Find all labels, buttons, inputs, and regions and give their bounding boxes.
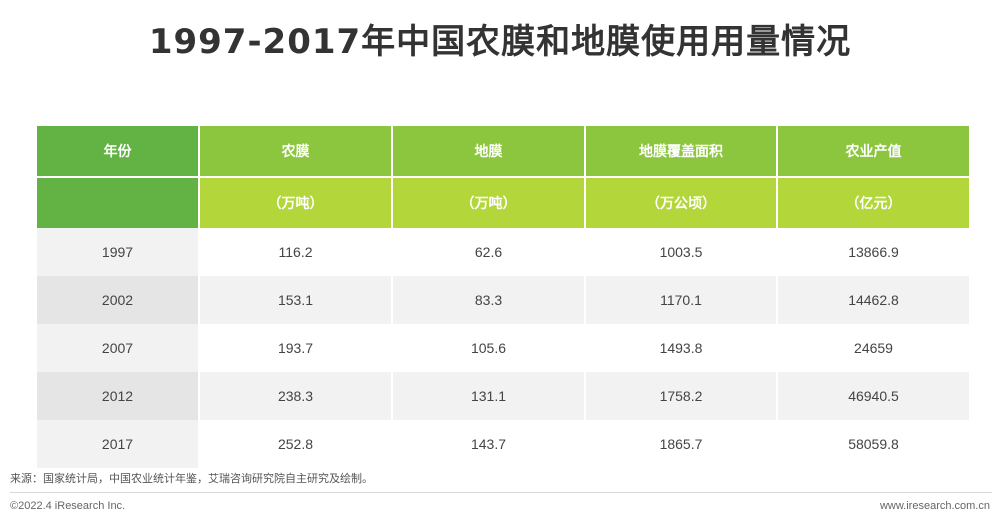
table-cell: 143.7 (392, 420, 586, 468)
table-header-row: 年份 农膜 地膜 地膜覆盖面积 农业产值 (37, 126, 969, 177)
table-cell: 131.1 (392, 372, 586, 420)
page-title: 1997-2017年中国农膜和地膜使用用量情况 (148, 22, 852, 62)
table-cell: 1758.2 (585, 372, 778, 420)
table-cell: 193.7 (199, 324, 393, 372)
column-header-agri-film: 农膜 (199, 126, 393, 177)
table-cell: 62.6 (392, 228, 586, 276)
table-cell: 1003.5 (585, 228, 778, 276)
column-header-agri-output: 农业产值 (777, 126, 969, 177)
table-cell: 83.3 (392, 276, 586, 324)
table-row: 2002 153.1 83.3 1170.1 14462.8 (37, 276, 969, 324)
column-header-year: 年份 (37, 126, 200, 177)
column-header-mulch-film: 地膜 (392, 126, 586, 177)
unit-cell-year (37, 176, 200, 228)
table-cell: 1170.1 (585, 276, 778, 324)
table-cell: 46940.5 (777, 372, 969, 420)
table-cell: 252.8 (199, 420, 393, 468)
table-cell: 116.2 (199, 228, 393, 276)
table-row: 1997 116.2 62.6 1003.5 13866.9 (37, 228, 969, 276)
table-cell: 1493.8 (585, 324, 778, 372)
source-note: 来源：国家统计局，中国农业统计年鉴，艾瑞咨询研究院自主研究及绘制。 (10, 472, 373, 485)
table-cell: 153.1 (199, 276, 393, 324)
table-cell-year: 2012 (37, 372, 200, 420)
table-cell: 238.3 (199, 372, 393, 420)
table-cell-year: 2002 (37, 276, 200, 324)
data-table: 年份 农膜 地膜 地膜覆盖面积 农业产值 （万吨） （万吨） （万公顷） （亿元… (37, 126, 969, 468)
unit-cell-mulch-area: （万公顷） (585, 176, 778, 228)
table-cell: 13866.9 (777, 228, 969, 276)
table-unit-row: （万吨） （万吨） （万公顷） （亿元） (37, 176, 969, 228)
table-cell-year: 2017 (37, 420, 200, 468)
table-row: 2007 193.7 105.6 1493.8 24659 (37, 324, 969, 372)
column-header-mulch-area: 地膜覆盖面积 (585, 126, 778, 177)
table-cell: 14462.8 (777, 276, 969, 324)
table-row: 2017 252.8 143.7 1865.7 58059.8 (37, 420, 969, 468)
table-cell: 1865.7 (585, 420, 778, 468)
table-cell-year: 1997 (37, 228, 200, 276)
unit-cell-agri-film: （万吨） (199, 176, 393, 228)
table-cell: 58059.8 (777, 420, 969, 468)
table-cell-year: 2007 (37, 324, 200, 372)
table-cell: 105.6 (392, 324, 586, 372)
copyright-text: ©2022.4 iResearch Inc. (10, 500, 126, 512)
table-cell: 24659 (777, 324, 969, 372)
unit-cell-mulch-film: （万吨） (392, 176, 586, 228)
unit-cell-agri-output: （亿元） (777, 176, 969, 228)
footer-divider (10, 492, 992, 493)
website-text: www.iresearch.com.cn (879, 500, 990, 512)
table-row: 2012 238.3 131.1 1758.2 46940.5 (37, 372, 969, 420)
